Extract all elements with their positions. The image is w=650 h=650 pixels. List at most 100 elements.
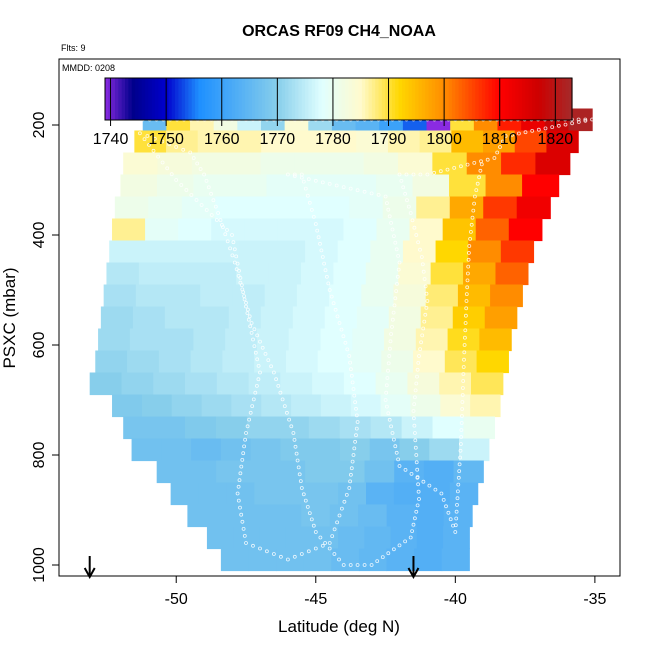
colorbar-segment xyxy=(521,78,526,120)
track-point xyxy=(202,172,207,177)
track-point xyxy=(306,549,311,554)
colorbar-segment xyxy=(105,78,109,120)
colorbar-segment xyxy=(361,78,366,120)
heat-cell xyxy=(254,482,283,506)
track-point xyxy=(255,357,260,362)
heat-cell xyxy=(292,306,326,330)
heat-cell xyxy=(200,284,234,308)
heat-cell xyxy=(470,394,501,418)
track-point xyxy=(297,472,302,477)
track-point xyxy=(204,178,209,183)
colorbar-segment xyxy=(541,78,546,120)
track-point xyxy=(412,516,417,521)
track-point xyxy=(420,333,425,338)
track-point xyxy=(244,300,248,305)
track-point xyxy=(236,484,241,489)
colorbar-segment xyxy=(341,78,346,120)
track-point xyxy=(387,354,392,358)
track-point xyxy=(388,339,393,344)
flights-note: Flts: 9 xyxy=(61,43,86,53)
track-point xyxy=(397,543,402,548)
heat-cell xyxy=(178,218,212,242)
y-tick-label: 800 xyxy=(31,442,48,469)
heat-cell xyxy=(358,548,388,572)
track-point xyxy=(461,379,466,383)
track-point xyxy=(433,487,438,492)
colorbar-segment xyxy=(368,78,373,120)
track-point xyxy=(249,330,254,335)
track-point xyxy=(292,437,297,442)
heat-cell xyxy=(398,262,432,286)
heat-cell xyxy=(320,328,353,352)
heat-cell xyxy=(443,526,470,550)
heat-cell xyxy=(440,394,471,418)
track-point xyxy=(465,278,470,283)
heat-cell xyxy=(495,262,529,286)
track-point xyxy=(204,208,209,212)
track-point xyxy=(477,175,482,180)
heat-cell xyxy=(185,372,218,396)
colorbar-segment xyxy=(558,78,563,120)
heat-cell xyxy=(201,394,232,418)
track-point xyxy=(394,289,399,294)
heat-cell xyxy=(112,394,143,418)
track-point xyxy=(306,177,311,182)
heat-cell xyxy=(459,438,490,462)
track-point xyxy=(454,509,459,514)
track-point xyxy=(137,131,142,136)
heat-cell xyxy=(439,372,472,396)
track-point xyxy=(411,172,416,177)
colorbar-segment xyxy=(468,78,473,120)
heat-cell xyxy=(181,196,216,220)
colorbar-segment xyxy=(188,78,193,120)
colorbar-segment xyxy=(345,78,350,120)
track-point xyxy=(216,211,221,215)
x-tick-label: -50 xyxy=(165,591,188,608)
track-point xyxy=(258,339,262,344)
heat-cell xyxy=(138,262,172,286)
track-point xyxy=(194,198,199,202)
track-point xyxy=(461,365,466,369)
colorbar-segment xyxy=(535,78,540,120)
track-point xyxy=(466,264,471,269)
heat-cell xyxy=(141,240,176,264)
track-point xyxy=(465,271,470,276)
track-point xyxy=(375,559,380,563)
heat-cell xyxy=(449,196,484,220)
track-point xyxy=(223,232,228,237)
track-point xyxy=(422,277,427,281)
track-point xyxy=(245,307,250,312)
track-point xyxy=(349,466,354,471)
colorbar-segment xyxy=(421,78,426,120)
heat-cell xyxy=(185,416,217,440)
track-point xyxy=(453,530,458,534)
colorbar-segment xyxy=(238,78,243,120)
track-point xyxy=(252,327,257,332)
colorbar-segment xyxy=(258,78,263,120)
track-point xyxy=(415,475,420,480)
track-point xyxy=(415,374,419,379)
track-point xyxy=(295,458,300,463)
heat-cell xyxy=(280,438,311,462)
heat-cell xyxy=(429,438,460,462)
track-point xyxy=(313,178,318,183)
track-point xyxy=(454,516,459,521)
track-point xyxy=(255,333,260,338)
heat-cell xyxy=(444,350,478,374)
heat-cell xyxy=(483,196,518,220)
colorbar-segment xyxy=(391,78,396,120)
track-point xyxy=(389,424,394,429)
track-point xyxy=(380,555,385,559)
track-point xyxy=(234,254,239,259)
heat-cell xyxy=(475,218,510,242)
track-point xyxy=(225,239,230,244)
heat-cell xyxy=(384,328,417,352)
track-point xyxy=(391,234,396,239)
colorbar-segment xyxy=(151,78,156,120)
track-point xyxy=(576,120,581,124)
track-point xyxy=(271,370,276,375)
heat-cell xyxy=(305,460,336,484)
track-point xyxy=(355,188,360,193)
track-point xyxy=(320,180,325,185)
heat-cell xyxy=(291,394,322,418)
